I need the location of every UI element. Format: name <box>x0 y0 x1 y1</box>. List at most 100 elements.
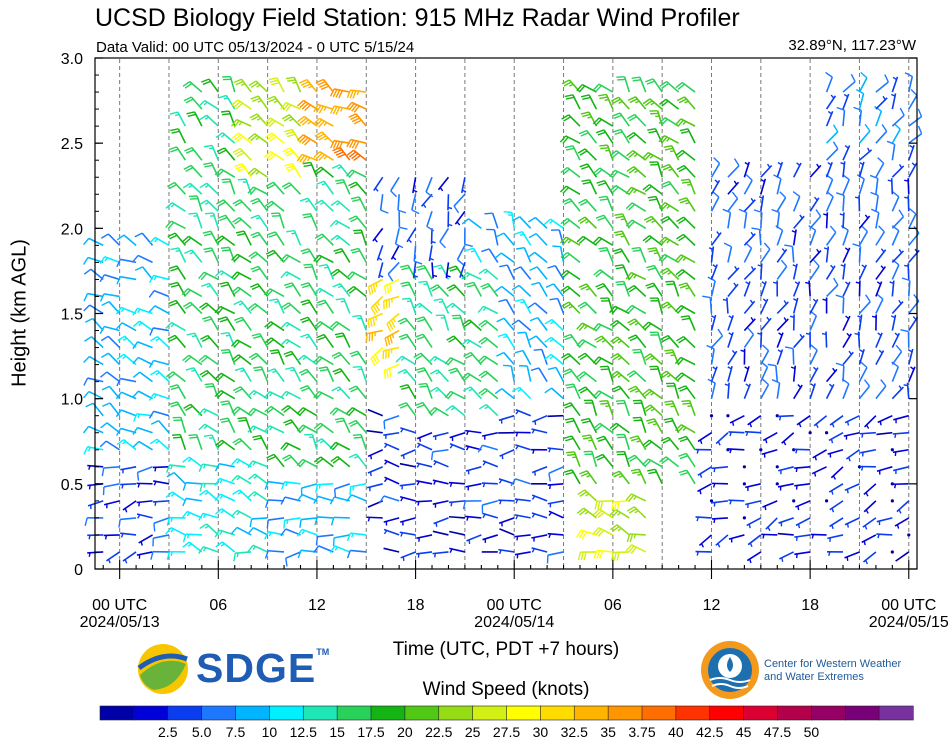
barb-staff <box>875 162 885 178</box>
barb-half <box>392 256 397 261</box>
barb-full <box>614 213 623 217</box>
barb-half <box>682 120 687 126</box>
barb-half <box>225 334 230 337</box>
colorbar-swatch <box>235 705 270 721</box>
barb-half <box>374 187 379 192</box>
barb-full <box>185 98 194 104</box>
wind-barb <box>727 191 739 212</box>
barb-full <box>82 237 90 246</box>
wind-barb <box>791 229 797 246</box>
barb-half <box>653 252 659 255</box>
barb-full <box>448 337 457 343</box>
wind-barb <box>675 372 696 383</box>
barb-staff <box>875 385 887 400</box>
wind-barb <box>220 348 236 365</box>
barb-staff <box>710 163 721 178</box>
barb-half <box>633 274 637 279</box>
wind-barb <box>169 401 187 417</box>
barb-full <box>185 367 195 371</box>
barb-full <box>559 185 567 193</box>
barb-staff <box>908 94 918 110</box>
barb-full <box>83 356 90 363</box>
wind-barb <box>83 355 104 366</box>
barb-half <box>501 454 504 460</box>
barb-full <box>628 203 636 211</box>
barb-half <box>777 349 782 353</box>
wind-barb <box>496 317 515 332</box>
barb-full <box>680 315 689 318</box>
barb-full <box>662 166 671 171</box>
barb-half <box>898 509 902 514</box>
wind-barb <box>727 365 733 382</box>
barb-staff <box>413 245 417 262</box>
barb-staff <box>301 483 318 489</box>
wind-barb <box>627 96 647 110</box>
barb-half <box>831 423 835 428</box>
barb-half <box>585 287 591 291</box>
wind-barb <box>512 216 532 229</box>
barb-full <box>233 120 240 128</box>
wind-barb <box>285 366 302 382</box>
barb-full <box>303 164 312 167</box>
wind-barb <box>577 301 597 315</box>
wind-barb <box>610 96 630 110</box>
barb-full <box>83 446 89 455</box>
wind-barb <box>862 517 877 530</box>
barb-full <box>268 154 276 161</box>
barb-full <box>231 354 239 361</box>
barb-full <box>702 295 711 299</box>
calm-dot <box>824 431 829 435</box>
wind-barb <box>576 371 597 383</box>
barb-full <box>250 95 259 100</box>
barb-full <box>351 104 358 112</box>
wind-barb <box>433 517 449 527</box>
wind-barb <box>859 431 876 438</box>
barb-full <box>678 337 686 344</box>
wind-barb <box>231 458 252 468</box>
barb-full <box>629 387 638 393</box>
wind-barb <box>710 264 718 280</box>
barb-full <box>264 531 270 540</box>
wind-barb <box>825 225 837 246</box>
barb-full <box>234 149 243 156</box>
barb-full <box>83 377 89 386</box>
barb-full <box>901 277 911 282</box>
barb-full <box>661 180 670 186</box>
barb-full <box>593 422 601 430</box>
wind-barb <box>430 448 449 461</box>
barb-full <box>282 454 291 460</box>
wind-barb <box>496 232 515 246</box>
wind-barb <box>760 316 772 332</box>
wind-barb <box>776 248 788 263</box>
barb-half <box>400 357 405 362</box>
barb-half <box>766 316 770 321</box>
wind-barb <box>510 478 531 487</box>
barb-full <box>201 282 210 287</box>
wind-barb <box>827 534 844 542</box>
wind-barb <box>231 339 252 349</box>
barb-half <box>789 315 795 319</box>
wind-barb <box>247 460 268 469</box>
barb-full <box>315 424 324 431</box>
barb-full <box>563 116 571 122</box>
barb-full <box>917 108 923 117</box>
wind-barb <box>612 248 630 263</box>
barb-full <box>644 441 653 448</box>
wind-barb <box>829 415 844 428</box>
barb-half <box>734 265 738 271</box>
wind-barb <box>614 213 631 229</box>
barb-half <box>783 441 787 446</box>
wind-barb <box>743 383 751 399</box>
wind-barb <box>233 300 252 315</box>
barb-half <box>186 534 190 539</box>
barb-half <box>666 137 670 142</box>
barb-full <box>165 322 173 329</box>
wind-barb <box>792 263 798 280</box>
barb-full <box>665 402 674 406</box>
wind-barb <box>148 305 170 315</box>
barb-half <box>374 238 378 243</box>
wind-barb <box>332 368 351 383</box>
barb-full <box>563 435 573 440</box>
barb-full <box>280 390 287 399</box>
barb-full <box>231 286 239 294</box>
